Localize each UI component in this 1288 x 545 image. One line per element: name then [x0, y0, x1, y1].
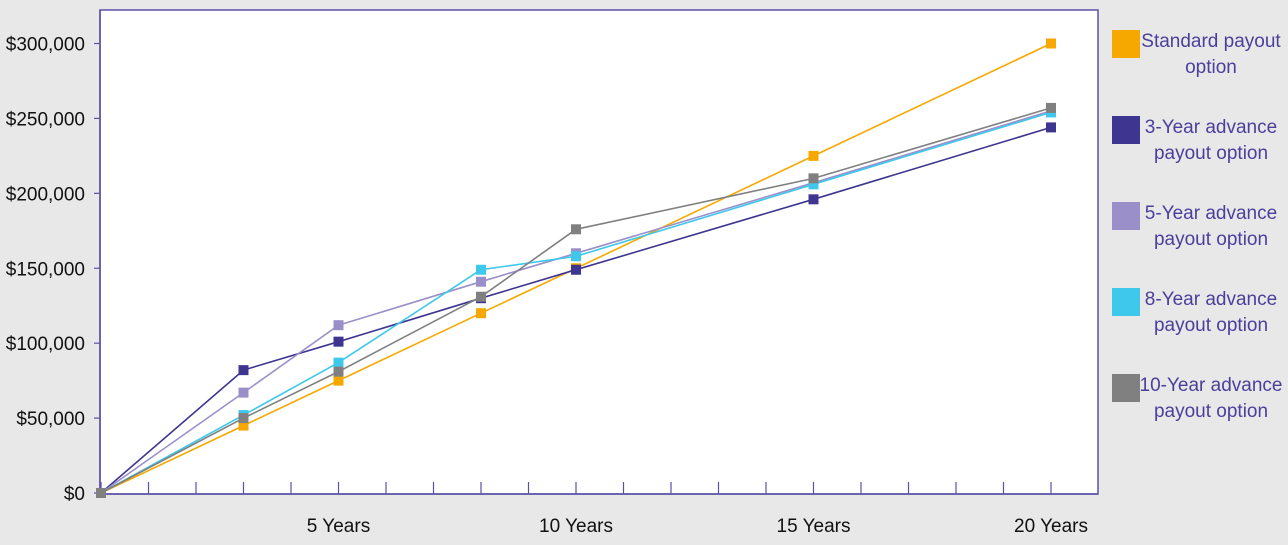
legend-item: 10-Year advance payout option [1112, 374, 1282, 422]
data-point [808, 194, 819, 205]
y-tick-label: $200,000 [6, 184, 85, 205]
data-point [238, 387, 249, 398]
y-tick-label: $300,000 [6, 35, 85, 56]
legend-label: 8-Year advance [1145, 289, 1277, 310]
data-point [476, 308, 486, 319]
legend-label: 10-Year advance [1140, 375, 1283, 396]
legend-item: 3-Year advance payout option [1112, 116, 1277, 164]
data-point [571, 251, 581, 262]
legend-label: payout option [1154, 401, 1268, 422]
legend-label: Standard payout [1141, 31, 1281, 52]
data-point [238, 365, 249, 376]
legend-swatch [1112, 30, 1140, 58]
x-tick-label: 5 Years [307, 516, 370, 537]
data-point [476, 276, 486, 287]
series-layer [96, 38, 1056, 498]
legend-label: payout option [1154, 143, 1268, 164]
y-tick-label: $250,000 [6, 109, 85, 130]
legend-swatch [1112, 288, 1140, 316]
data-point [571, 264, 581, 275]
y-tick-label: $100,000 [6, 334, 85, 355]
y-tick-label: $50,000 [16, 409, 85, 430]
data-point [1046, 102, 1056, 113]
legend-label: 5-Year advance [1145, 203, 1277, 224]
x-axis-ticks: 5 Years 10 Years 15 Years 20 Years [100, 482, 1088, 537]
data-point [333, 357, 344, 368]
data-point [333, 366, 344, 377]
data-point [808, 173, 819, 184]
data-point [333, 375, 344, 386]
legend-label: 3-Year advance [1145, 117, 1277, 138]
data-point [1046, 122, 1056, 133]
legend-label: payout option [1154, 315, 1268, 336]
data-point [476, 291, 486, 302]
plot-area [99, 9, 1099, 495]
data-point [333, 336, 344, 347]
data-point [333, 320, 344, 331]
y-tick-label: $0 [64, 484, 85, 505]
legend-item: 8-Year advance payout option [1112, 288, 1277, 336]
legend-swatch [1112, 116, 1140, 144]
x-tick-label: 15 Years [777, 516, 851, 537]
series-markers-5 [96, 102, 1056, 498]
legend-label: payout option [1154, 229, 1268, 250]
data-point [238, 413, 249, 424]
data-point [808, 150, 819, 161]
data-point [571, 224, 581, 235]
y-tick-label: $150,000 [6, 259, 85, 280]
legend-swatch [1112, 202, 1140, 230]
data-point [238, 420, 249, 431]
axes [99, 10, 1098, 495]
data-point [808, 179, 819, 190]
legend: Standard payout option 3-Year advance payou… [1112, 30, 1282, 422]
legend-label: option [1185, 57, 1237, 78]
x-tick-label: 20 Years [1014, 516, 1088, 537]
data-point [476, 264, 486, 275]
legend-swatch [1112, 374, 1140, 402]
legend-item: 5-Year advance payout option [1112, 202, 1277, 250]
legend-item: Standard payout option [1112, 30, 1281, 78]
x-tick-label: 10 Years [539, 516, 613, 537]
y-axis-ticks: $0 $50,000 $100,000 $150,000 $200,000 $250,00… [6, 35, 100, 505]
data-point [1046, 38, 1056, 49]
data-point [96, 488, 106, 498]
